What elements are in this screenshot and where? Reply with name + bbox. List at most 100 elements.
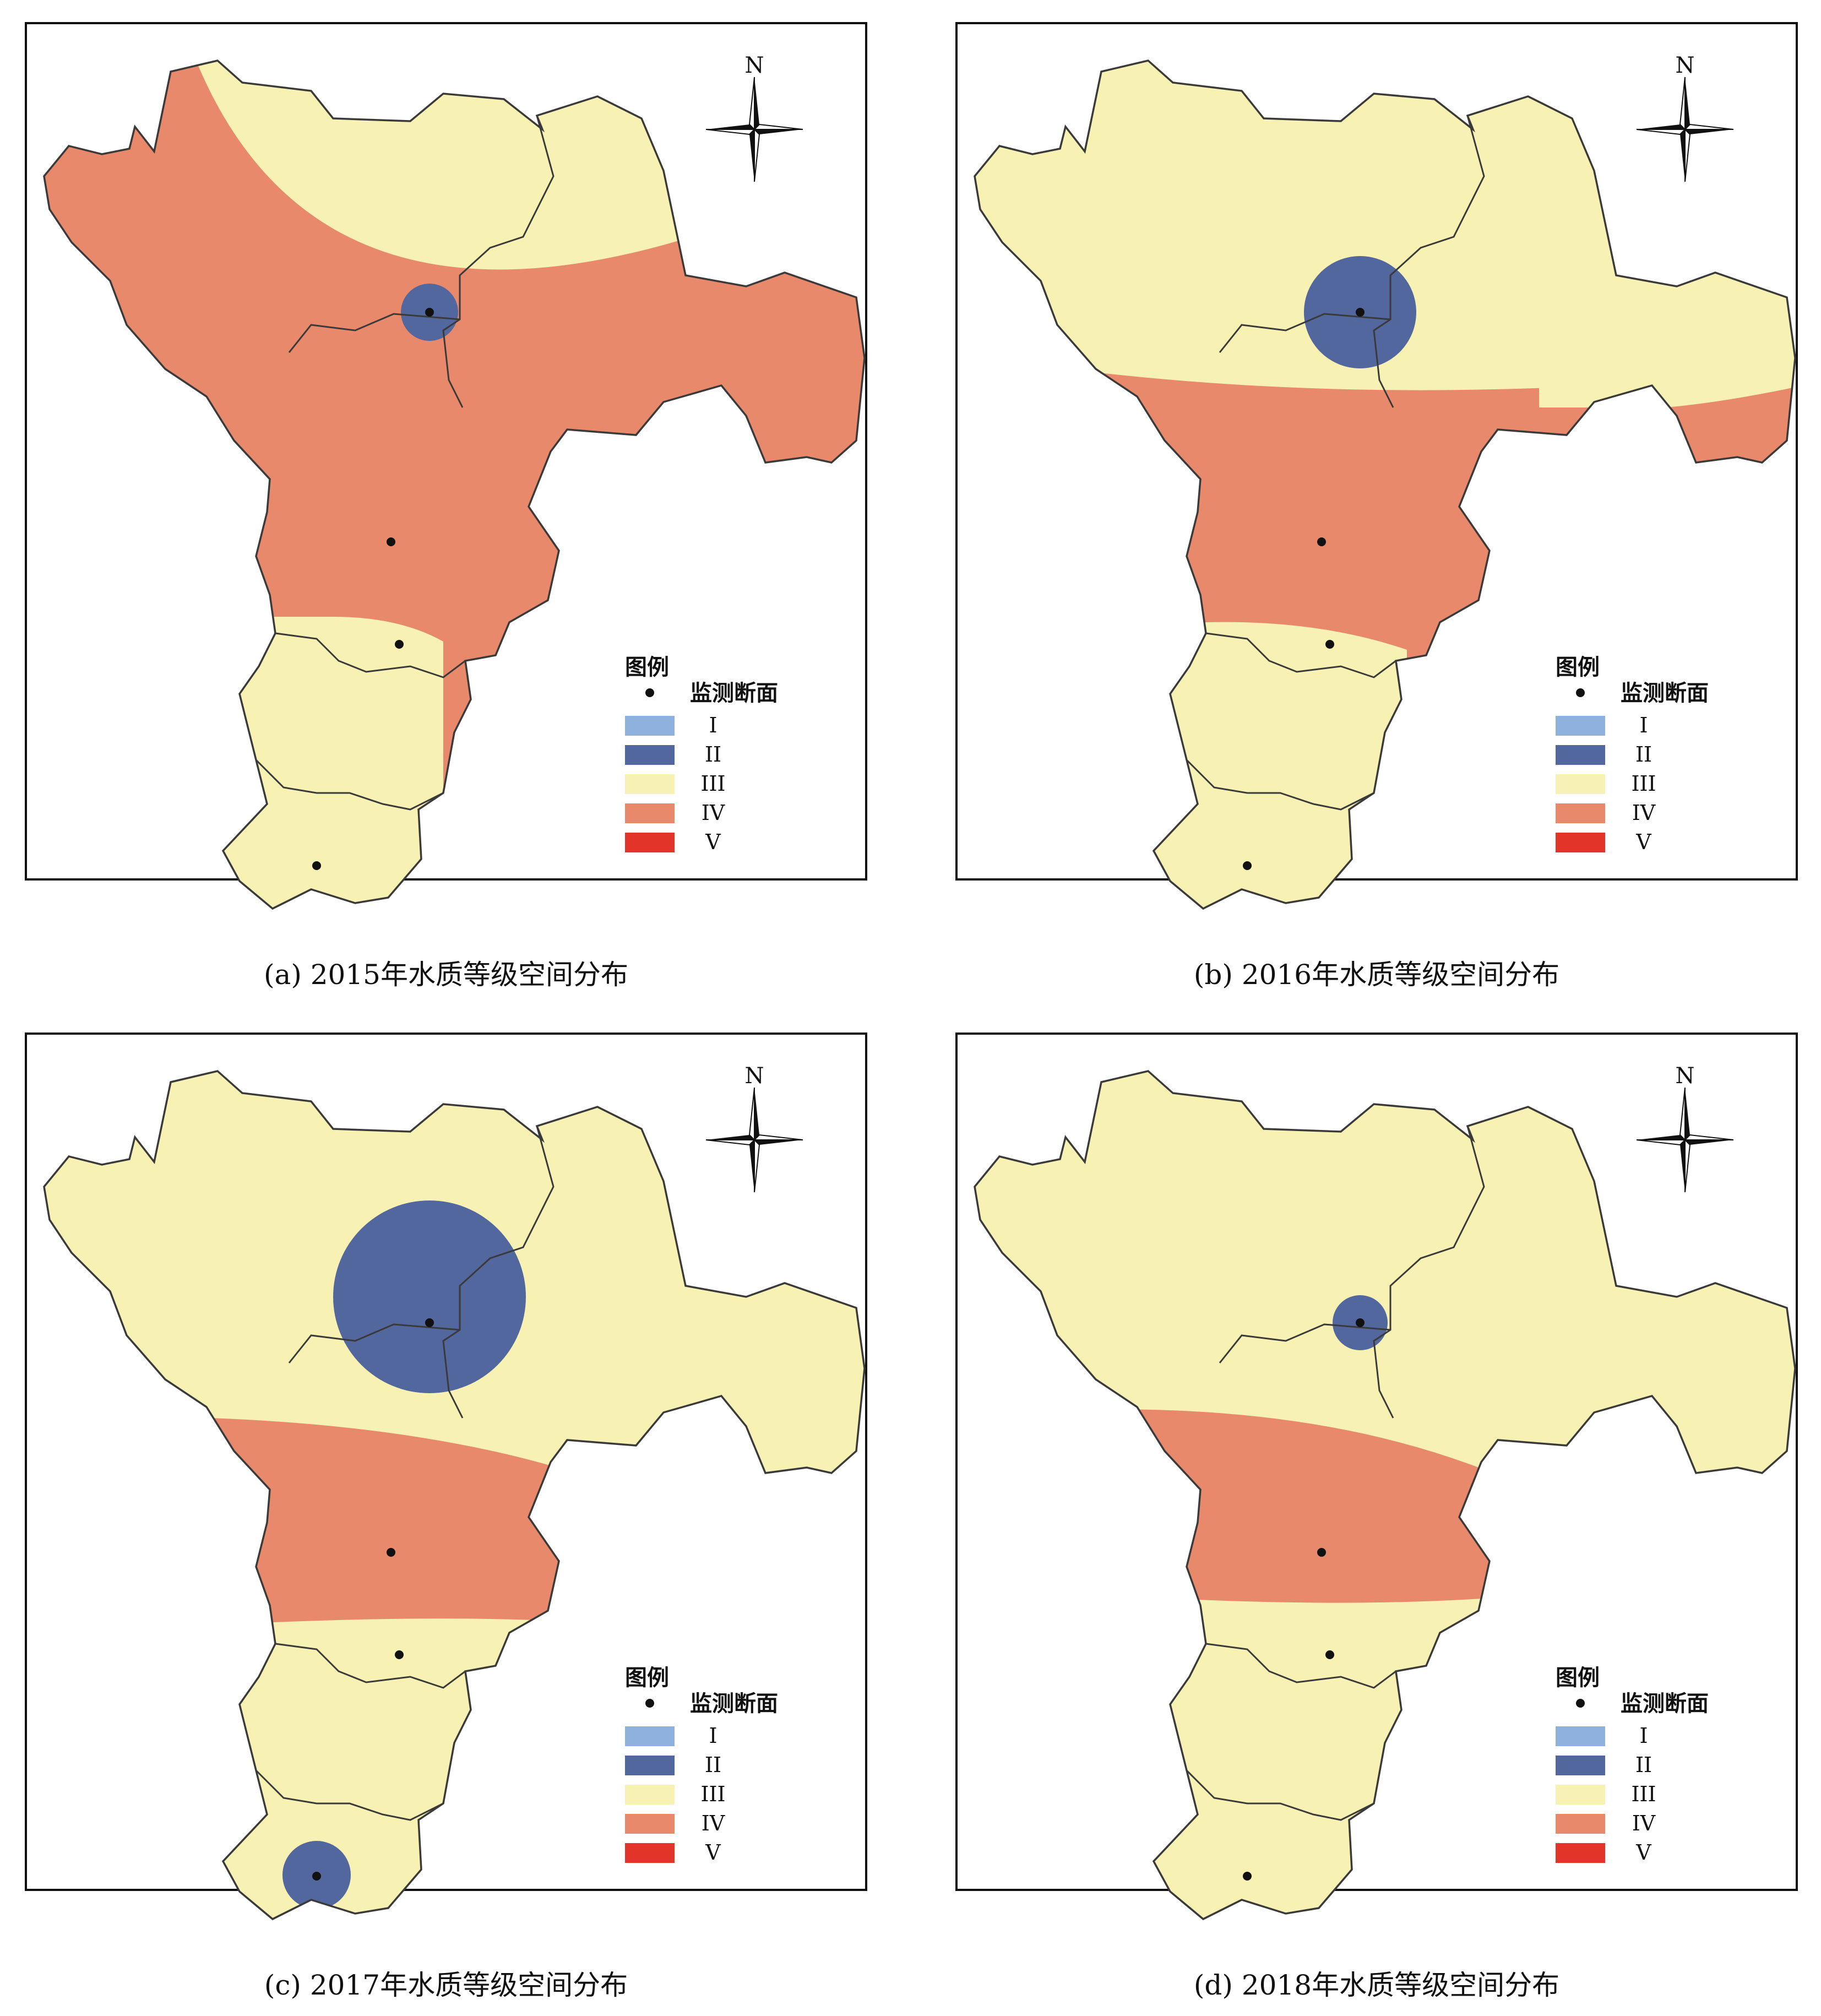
legend-label-grade-IV: IV [1632,1811,1656,1835]
legend-swatch-grade-I [1556,716,1605,736]
north-label: N [745,1063,764,1089]
zone-grade-III [1539,352,1795,407]
legend-station-symbol [645,1699,654,1708]
north-arrow-icon [705,1087,803,1193]
legend-swatch-grade-I [625,716,675,736]
legend-swatch-grade-V [1556,1843,1605,1863]
legend-label-grade-IV: IV [702,801,725,825]
legend-swatch-grade-IV [625,803,675,823]
legend-label-grade-I: I [709,713,717,737]
north-arrow-icon [1636,77,1734,182]
monitoring-station [395,640,404,649]
legend-swatch-grade-IV [1556,803,1605,823]
legend-swatch-grade-IV [1556,1814,1605,1834]
monitoring-station [425,1318,434,1327]
legend-swatch-grade-III [1556,1785,1605,1805]
map-panel-2018: N 图例 监测断面 I II III IV V (d) 2018年水质等级空间分布 [955,1033,1798,2001]
legend-station-label: 监测断面 [1621,681,1709,706]
district-boundary [1219,1323,1391,1363]
district-boundary [1205,632,1396,678]
monitoring-station [395,1650,404,1659]
monitoring-station [1325,640,1334,649]
monitoring-station [1356,308,1365,317]
monitoring-station [312,1872,321,1881]
district-boundary [1219,313,1391,353]
zone-grade-II [333,1200,526,1393]
legend-swatch-grade-V [625,833,675,852]
monitoring-station [387,537,395,546]
legend-label-grade-I: I [709,1724,717,1748]
district-boundary [275,1643,466,1689]
region-outline [974,1070,1796,1921]
legend-label-grade-III: III [1631,1782,1656,1806]
district-boundary [1373,115,1485,408]
legend-title: 图例 [625,655,669,680]
monitoring-station [1356,1318,1365,1327]
legend-title: 图例 [1556,1665,1600,1691]
legend-swatch-grade-V [625,1843,675,1863]
district-boundary [1205,1643,1396,1689]
district-boundary [255,759,444,811]
monitoring-station [1317,1548,1326,1557]
region-outline [43,1070,866,1921]
legend-label-grade-IV: IV [1632,801,1656,825]
legend-swatch-grade-II [1556,745,1605,765]
legend-label-grade-V: V [705,1840,721,1865]
north-arrow-icon [1636,1087,1734,1193]
legend-swatch-grade-I [625,1726,675,1746]
monitoring-station [1243,1872,1252,1881]
district-boundary [255,1769,444,1821]
legend-title: 图例 [625,1665,669,1691]
map-panel-2017: N 图例 监测断面 I II III IV V (c) 2017年水质等级空间分布 [25,1033,867,2001]
north-label: N [745,53,764,78]
district-boundary [442,115,555,408]
monitoring-station [1325,1650,1334,1659]
legend-label-grade-II: II [705,742,721,767]
legend-label-grade-V: V [705,830,721,854]
legend-swatch-grade-III [1556,774,1605,794]
panel-caption: (a) 2015年水质等级空间分布 [264,959,628,991]
region-outline [43,59,866,910]
legend-label-grade-III: III [1631,771,1656,796]
panel-caption: (c) 2017年水质等级空间分布 [264,1969,628,2001]
panel-caption: (d) 2018年水质等级空间分布 [1193,1969,1560,2001]
legend-label-grade-II: II [1635,742,1652,767]
monitoring-station [1243,861,1252,870]
legend-station-symbol [1576,1699,1585,1708]
legend-station-label: 监测断面 [690,1691,778,1716]
district-boundary [442,1126,555,1419]
legend-swatch-grade-III [625,774,675,794]
legend-swatch-grade-V [1556,833,1605,852]
legend-swatch-grade-II [625,745,675,765]
district-boundary [288,313,460,353]
legend-label-grade-IV: IV [702,1811,725,1835]
district-boundary [288,1323,460,1363]
monitoring-station [387,1548,395,1557]
north-label: N [1676,1063,1695,1089]
legend-label-grade-II: II [1635,1753,1652,1777]
district-boundary [1186,759,1374,811]
district-boundary [1373,1126,1485,1419]
north-label: N [1676,53,1695,78]
legend-label-grade-V: V [1635,830,1651,854]
legend-station-symbol [645,688,654,697]
legend-station-symbol [1576,688,1585,697]
monitoring-station [1317,537,1326,546]
legend-label-grade-I: I [1639,1724,1648,1748]
district-boundary [1186,1769,1374,1821]
map-panel-2015: N 图例 监测断面 I II III IV V (a) 2015年水质等级空间分布 [25,22,867,991]
region-outline [974,59,1796,910]
legend-station-label: 监测断面 [1621,1691,1709,1716]
legend-swatch-grade-I [1556,1726,1605,1746]
legend-label-grade-III: III [700,771,725,796]
legend-swatch-grade-II [1556,1756,1605,1775]
legend-label-grade-I: I [1639,713,1648,737]
legend-swatch-grade-II [625,1756,675,1775]
